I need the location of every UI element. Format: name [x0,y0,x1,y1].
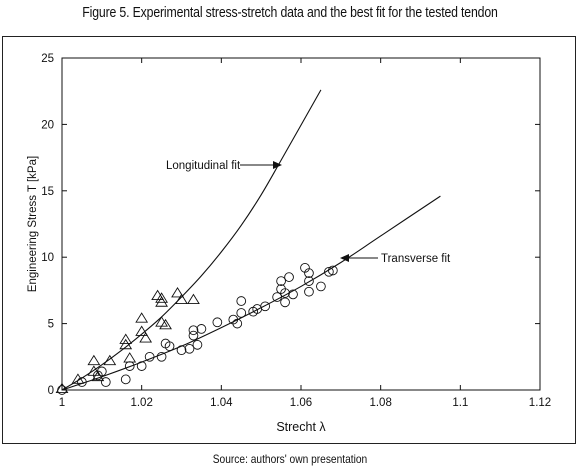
transverse-data-point [236,296,247,306]
y-axis-label: Engineering Stress T [kPa] [27,156,39,292]
transverse-data-point [77,377,87,387]
figure-title: Figure 5. Experimental stress-stretch da… [82,4,498,21]
transverse-data-point [156,351,167,362]
x-tick-label: 1.1 [452,397,468,409]
source-note: Source: authors' own presentation [212,452,368,466]
longitudinal-data-point [187,293,200,305]
transverse-data-point [176,345,187,356]
longitudinal-data-point [139,332,153,343]
x-tick-label: 1.02 [130,397,152,409]
transverse-fit-curve [61,195,441,391]
y-tick-label: 20 [41,119,54,131]
transverse-data-point [136,361,147,371]
transverse-data-point [276,276,286,286]
longitudinal-fit-label: Longitudinal fit [166,160,241,172]
transverse-data-point [280,288,290,298]
figure-frame [2,36,576,444]
transverse-data-point [188,325,199,336]
longitudinal-data-point [135,312,149,323]
longitudinal-data-point [123,352,137,363]
transverse-data-point [260,301,271,312]
transverse-data-point [96,366,107,377]
transverse-data-point [184,343,195,354]
transverse-data-point [57,385,67,395]
longitudinal-data-point [119,338,133,350]
transverse-data-point [120,374,131,385]
x-tick-label: 1 [59,397,65,409]
transverse-data-point [304,276,314,286]
transverse-data-point [144,351,155,362]
longitudinal-data-point [55,382,69,394]
longitudinal-data-point [155,296,168,307]
transverse-data-point [304,268,314,278]
y-tick-label: 5 [48,319,54,331]
longitudinal-data-point [119,333,133,344]
transverse-data-point [272,292,282,302]
transverse-data-point [100,377,111,387]
longitudinal-data-point [175,293,188,305]
x-tick-label: 1.12 [529,397,551,409]
longitudinal-data-point [155,292,168,303]
transverse-data-point [236,308,247,318]
transverse-data-point [324,266,334,277]
x-tick-label: 1.06 [290,397,312,409]
longitudinal-data-point [155,316,168,327]
transverse-data-point [288,289,298,300]
transverse-data-point [304,286,314,297]
transverse-data-point [212,317,223,328]
longitudinal-data-point [159,318,172,330]
transverse-data-point [192,339,203,350]
transverse-data-point [316,281,326,292]
y-tick-label: 0 [48,385,54,397]
longitudinal-data-point [135,325,149,336]
transverse-fit-label: Transverse fit [381,253,451,265]
longitudinal-fit-arrow [240,161,282,169]
longitudinal-data-point [171,286,184,298]
transverse-data-point [160,338,171,349]
transverse-data-point [280,297,290,308]
longitudinal-data-point [151,289,165,301]
transverse-fit-arrow [340,254,378,262]
y-tick-label: 15 [41,186,54,198]
x-tick-label: 1.04 [210,397,233,409]
y-tick-label: 10 [41,252,54,264]
longitudinal-data-point [103,354,117,366]
transverse-data-point [328,265,338,276]
y-tick-label: 25 [41,53,54,65]
transverse-data-point [232,318,243,329]
transverse-data-point [124,361,135,371]
transverse-data-point [188,330,199,341]
transverse-data-point [196,324,207,334]
x-tick-label: 1.08 [369,397,391,409]
transverse-data-point [284,272,294,282]
longitudinal-data-point [87,354,101,366]
x-axis-label: Strecht λ [276,420,326,434]
